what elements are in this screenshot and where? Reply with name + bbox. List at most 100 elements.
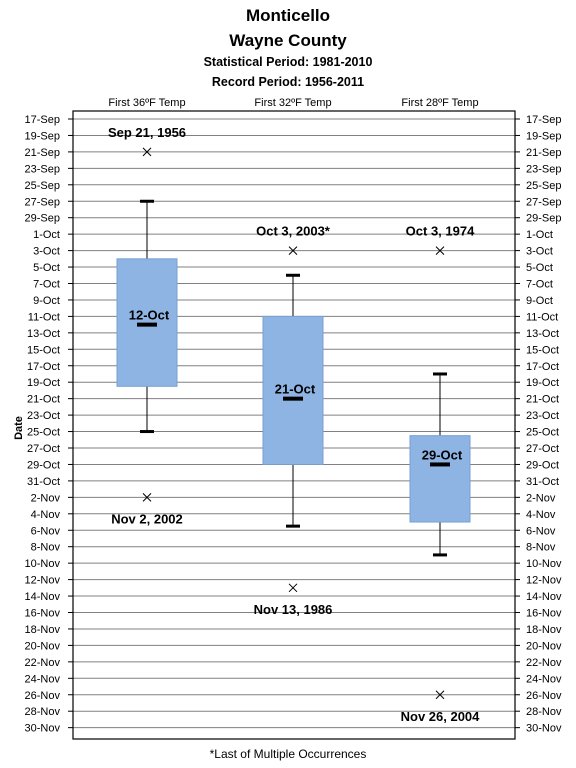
plot-frame: [72, 110, 516, 740]
y-tick-label-right: 10-Nov: [526, 558, 562, 570]
y-tick-label-right: 12-Nov: [526, 575, 562, 587]
y-tick-label-left: 20-Nov: [25, 640, 61, 652]
y-tick-label-left: 13-Oct: [27, 328, 60, 340]
y-tick-label-right: 2-Nov: [526, 492, 556, 504]
y-tick-label-left: 6-Nov: [31, 525, 61, 537]
median-label: 29-Oct: [422, 447, 463, 462]
y-tick-label-right: 25-Sep: [526, 180, 561, 192]
y-tick-label-left: 17-Sep: [25, 114, 60, 126]
y-tick-label-left: 1-Oct: [33, 229, 60, 241]
whisker-cap-late: [140, 430, 154, 434]
latest-record-label: Nov 26, 2004: [401, 709, 481, 724]
y-tick-label-left: 24-Nov: [25, 673, 61, 685]
earliest-record-marker: [288, 246, 298, 255]
y-tick-label-right: 17-Oct: [526, 361, 559, 373]
y-tick-label-right: 30-Nov: [526, 723, 562, 735]
iqr-box: [116, 258, 178, 387]
y-tick-label-right: 7-Oct: [526, 279, 553, 291]
y-tick-label-right: 17-Sep: [526, 114, 561, 126]
iqr-box: [409, 435, 471, 523]
y-tick-label-right: 25-Oct: [526, 427, 559, 439]
y-tick-label-right: 1-Oct: [526, 229, 553, 241]
y-tick-label-right: 27-Oct: [526, 443, 559, 455]
y-tick-label-right: 27-Sep: [526, 196, 561, 208]
y-tick-label-right: 29-Oct: [526, 459, 559, 471]
y-tick-label-right: 9-Oct: [526, 295, 553, 307]
y-tick-label-left: 23-Sep: [25, 163, 60, 175]
y-tick-label-left: 25-Sep: [25, 180, 60, 192]
whisker-cap-late: [286, 524, 300, 528]
y-axis-label: Date: [13, 416, 25, 440]
y-tick-label-right: 22-Nov: [526, 657, 562, 669]
y-tick-label-right: 3-Oct: [526, 246, 553, 258]
y-tick-label-right: 28-Nov: [526, 706, 562, 718]
y-tick-label-left: 21-Oct: [27, 394, 60, 406]
y-tick-label-right: 15-Oct: [526, 344, 559, 356]
y-tick-label-left: 29-Oct: [27, 459, 60, 471]
y-tick-label-right: 31-Oct: [526, 476, 559, 488]
median-label: 21-Oct: [275, 382, 316, 397]
y-tick-label-right: 24-Nov: [526, 673, 562, 685]
y-tick-label-left: 10-Nov: [25, 558, 61, 570]
latest-record-marker: [142, 492, 152, 502]
median-bar: [430, 462, 450, 467]
whisker-cap-early: [433, 372, 447, 376]
y-tick-label-left: 19-Sep: [25, 130, 60, 142]
category-label: First 36ºF Temp: [108, 97, 185, 109]
y-tick-label-left: 27-Sep: [25, 196, 60, 208]
y-tick-label-left: 5-Oct: [33, 262, 60, 274]
y-tick-label-right: 13-Oct: [526, 328, 559, 340]
y-tick-label-left: 4-Nov: [31, 509, 61, 521]
latest-record-label: Nov 2, 2002: [111, 511, 183, 526]
y-tick-label-left: 27-Oct: [27, 443, 60, 455]
category-label: First 28ºF Temp: [401, 97, 478, 109]
y-tick-label-right: 14-Nov: [526, 591, 562, 603]
earliest-record-label: Oct 3, 1974: [406, 224, 475, 239]
y-tick-label-right: 11-Oct: [526, 311, 558, 323]
y-tick-label-right: 23-Sep: [526, 163, 561, 175]
y-tick-label-left: 17-Oct: [27, 361, 60, 373]
y-tick-label-left: 8-Nov: [31, 542, 61, 554]
y-tick-label-left: 21-Sep: [25, 147, 60, 159]
y-tick-label-left: 9-Oct: [33, 295, 60, 307]
latest-record-marker: [288, 583, 298, 593]
earliest-record-marker: [142, 147, 152, 157]
whisker-cap-early: [286, 273, 300, 277]
y-tick-label-left: 7-Oct: [33, 279, 60, 291]
y-tick-label-left: 14-Nov: [25, 591, 61, 603]
chart-subtitle-record-period: Record Period: 1956-2011: [211, 75, 365, 89]
y-tick-label-left: 18-Nov: [25, 624, 61, 636]
y-tick-label-left: 2-Nov: [31, 492, 61, 504]
y-tick-label-left: 28-Nov: [25, 706, 61, 718]
chart-title: Monticello: [245, 6, 331, 25]
earliest-record-label: Oct 3, 2003*: [256, 224, 331, 239]
y-tick-label-left: 3-Oct: [33, 246, 60, 258]
y-tick-label-right: 21-Oct: [526, 394, 559, 406]
latest-record-marker: [435, 690, 445, 700]
whisker-cap-early: [140, 199, 154, 203]
y-tick-label-left: 11-Oct: [28, 311, 60, 323]
y-tick-label-left: 16-Nov: [25, 608, 61, 620]
y-tick-label-right: 19-Oct: [526, 377, 559, 389]
y-tick-label-right: 6-Nov: [526, 525, 556, 537]
earliest-record-label: Sep 21, 1956: [108, 125, 186, 140]
y-tick-label-left: 30-Nov: [25, 723, 61, 735]
footnote: *Last of Multiple Occurrences: [209, 747, 367, 761]
y-tick-label-right: 4-Nov: [526, 509, 556, 521]
y-tick-label-left: 23-Oct: [27, 410, 60, 422]
y-tick-label-left: 12-Nov: [25, 575, 61, 587]
y-tick-label-right: 18-Nov: [526, 624, 562, 636]
y-tick-label-right: 23-Oct: [526, 410, 559, 422]
y-tick-label-right: 19-Sep: [526, 130, 561, 142]
y-tick-label-right: 8-Nov: [526, 542, 556, 554]
y-tick-label-left: 25-Oct: [27, 427, 60, 439]
latest-record-label: Nov 13, 1986: [254, 602, 333, 617]
y-tick-label-right: 29-Sep: [526, 213, 561, 225]
y-tick-label-left: 31-Oct: [27, 476, 60, 488]
median-label: 12-Oct: [129, 308, 170, 323]
y-tick-label-left: 19-Oct: [27, 377, 60, 389]
y-tick-label-right: 5-Oct: [526, 262, 553, 274]
iqr-box: [262, 315, 324, 465]
y-tick-label-right: 26-Nov: [526, 690, 562, 702]
